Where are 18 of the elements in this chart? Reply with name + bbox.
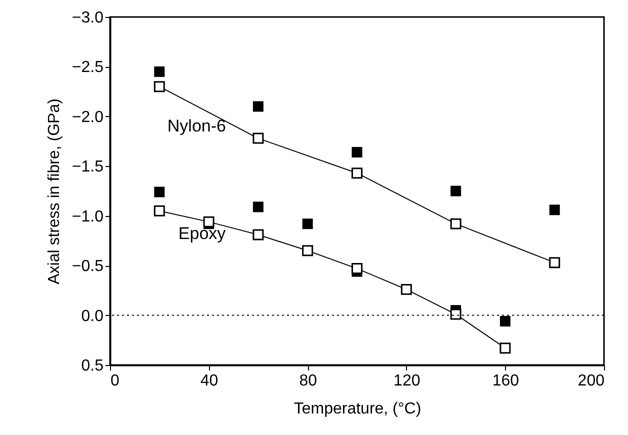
annotation: Nylon-6 [167,116,226,136]
y-tick-label: −1.0 [72,208,104,226]
y-tick-label: −2.0 [72,108,104,126]
y-tick-label: −0.5 [72,258,104,276]
x-tick-label: 0 [110,372,120,390]
y-tick-label: 0.5 [81,358,104,374]
annotation: Epoxy [178,224,226,243]
y-tick-label: 0.0 [81,308,104,325]
y-axis-title: Axial stress in fibre, (GPa) [46,98,63,284]
x-axis-title: Temperature, (°C) [294,400,422,418]
x-tick-label: 200 [578,372,605,390]
x-tick-label: 80 [299,372,318,390]
x-tick-label: 40 [200,372,218,390]
x-tick-label: 160 [492,372,520,390]
y-tick-label: −2.5 [72,59,104,76]
y-tick-label: −1.5 [72,158,104,176]
y-tick-label: −3.0 [72,10,104,26]
x-tick-label: 120 [394,372,420,390]
